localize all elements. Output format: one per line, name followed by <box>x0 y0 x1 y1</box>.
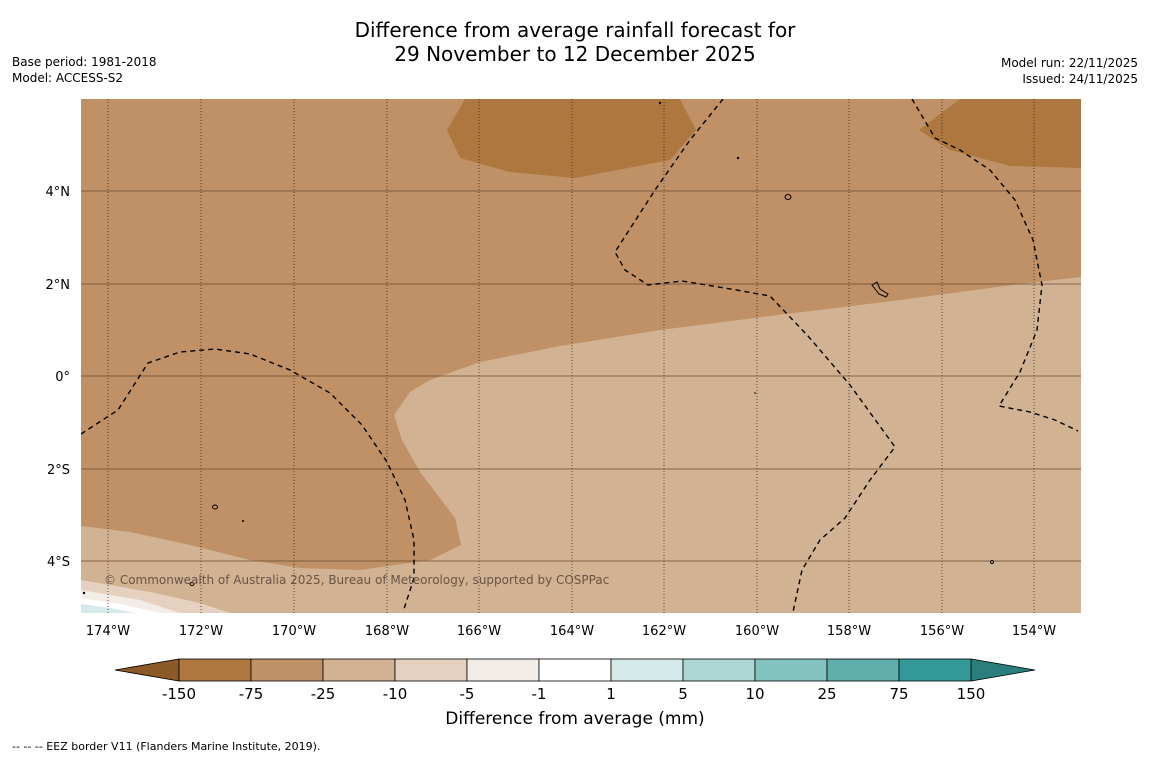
island-outline <box>990 560 994 564</box>
colorbar-cell <box>394 658 468 682</box>
colorbar-tick-label: -75 <box>239 685 264 703</box>
lon-label: 156°W <box>920 624 964 639</box>
colorbar-cell <box>322 658 396 682</box>
colorbar-cell <box>826 658 900 682</box>
lon-label: 174°W <box>86 624 130 639</box>
base-period-text: Base period: 1981-2018 <box>12 55 157 69</box>
longitude-labels: 174°W 172°W 170°W 168°W 166°W 164°W 162°… <box>86 624 1056 639</box>
lat-label: 0° <box>55 370 70 385</box>
colorbar-cells <box>178 658 972 682</box>
anomaly-region-minus150-northeast <box>919 99 1081 168</box>
eez-border-west <box>81 348 415 613</box>
colorbar-tick-label: 5 <box>678 685 688 703</box>
colorbar: -150 -75 -25 -10 -5 -1 1 5 10 25 75 150 <box>114 658 1036 703</box>
colorbar-tick-label: -150 <box>162 685 196 703</box>
lat-label: 4°S <box>47 555 70 570</box>
anomaly-region-minus150-north <box>447 99 696 178</box>
colorbar-end-high <box>970 658 1036 682</box>
colorbar-tick-label: -25 <box>311 685 336 703</box>
colorbar-tick-label: -1 <box>532 685 547 703</box>
colorbar-tick-label: -5 <box>460 685 475 703</box>
lat-label: 4°N <box>46 185 71 200</box>
colorbar-cell <box>178 658 252 682</box>
island-dot <box>82 591 86 595</box>
islands <box>189 194 994 586</box>
meta-right: Model run: 22/11/2025 Issued: 24/11/2025 <box>1001 55 1138 87</box>
island-dot <box>754 392 756 394</box>
model-run-text: Model run: 22/11/2025 <box>1000 56 1138 70</box>
lon-label: 154°W <box>1012 624 1056 639</box>
colorbar-label: Difference from average (mm) <box>445 709 705 729</box>
lat-label: 2°N <box>46 278 71 293</box>
eez-footnote: -- -- -- EEZ border V11 (Flanders Marine… <box>12 740 321 753</box>
map-title: Difference from average rainfall forecas… <box>0 18 1150 66</box>
eez-border-central <box>614 99 896 613</box>
island-dot <box>736 156 740 160</box>
colorbar-tick-label: 75 <box>889 685 908 703</box>
lon-label: 160°W <box>735 624 779 639</box>
eez-border-east <box>911 99 1079 432</box>
lon-label: 164°W <box>550 624 594 639</box>
island-outline <box>212 504 218 510</box>
map-panel: © Commonwealth of Australia 2025, Bureau… <box>81 99 1081 613</box>
issued-text: Issued: 24/11/2025 <box>1022 72 1138 86</box>
lon-label: 168°W <box>365 624 409 639</box>
island-dots <box>82 101 756 595</box>
lon-label: 170°W <box>272 624 316 639</box>
colorbar-tick-label: 150 <box>957 685 986 703</box>
colorbar-ticks: -150 -75 -25 -10 -5 -1 1 5 10 25 75 150 <box>162 685 985 703</box>
eez-borders <box>81 99 1079 613</box>
colorbar-cell <box>898 658 972 682</box>
latitude-labels: 4°N 2°N 0° 2°S 4°S <box>46 185 71 570</box>
lon-label: 166°W <box>457 624 501 639</box>
title-line-2: 29 November to 12 December 2025 <box>394 42 756 66</box>
colorbar-cell <box>250 658 324 682</box>
island-dot <box>658 101 662 105</box>
model-text: Model: ACCESS-S2 <box>12 71 124 85</box>
lon-label: 172°W <box>179 624 223 639</box>
parallel-lines <box>81 190 1081 562</box>
island-dot <box>242 520 244 522</box>
island-outline <box>189 582 195 586</box>
title-line-1: Difference from average rainfall forecas… <box>354 18 796 42</box>
colorbar-tick-label: -10 <box>383 685 408 703</box>
lon-label: 158°W <box>827 624 871 639</box>
colorbar-tick-label: 25 <box>817 685 836 703</box>
meta-left: Base period: 1981-2018 Model: ACCESS-S2 <box>12 54 157 86</box>
lat-label: 2°S <box>47 463 70 478</box>
anomaly-region-minus25-east <box>81 277 1081 613</box>
anomaly-region-plus5-sw <box>81 604 135 613</box>
colorbar-cell <box>538 658 612 682</box>
copyright-text: © Commonwealth of Australia 2025, Bureau… <box>104 573 609 587</box>
colorbar-cell <box>754 658 828 682</box>
colorbar-tick-label: 10 <box>745 685 764 703</box>
lon-label: 162°W <box>642 624 686 639</box>
island-outline <box>871 281 889 298</box>
colorbar-cell <box>466 658 540 682</box>
colorbar-cell <box>610 658 684 682</box>
colorbar-cell <box>682 658 756 682</box>
colorbar-tick-label: 1 <box>606 685 616 703</box>
colorbar-end-low <box>114 658 180 682</box>
island-outline <box>784 194 792 200</box>
